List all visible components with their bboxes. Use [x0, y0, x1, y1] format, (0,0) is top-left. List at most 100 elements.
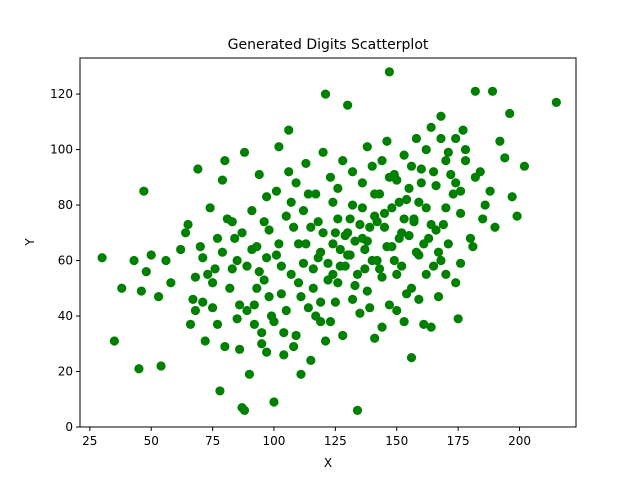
- scatter-point-82: [352, 405, 363, 415]
- scatter-point-20: [195, 242, 205, 252]
- scatter-point-206: [406, 161, 417, 171]
- scatter-point-13: [176, 244, 186, 255]
- scatter-point-169: [301, 239, 311, 249]
- scatter-point-213: [237, 228, 247, 238]
- scatter-point-217: [198, 253, 208, 263]
- scatter-point-222: [281, 305, 291, 316]
- scatter-point-232: [426, 219, 436, 230]
- scatter-point-259: [257, 328, 267, 338]
- scatter-point-32: [230, 233, 240, 243]
- scatter-point-161: [372, 217, 382, 227]
- scatter-point-164: [416, 178, 426, 188]
- scatter-point-244: [414, 197, 424, 207]
- scatter-point-248: [303, 189, 313, 199]
- x-tick-label-3: 100: [263, 434, 286, 448]
- scatter-point-162: [387, 203, 397, 213]
- scatter-point-16: [185, 319, 196, 329]
- scatter-point-240: [357, 203, 367, 213]
- scatter-point-148: [370, 333, 380, 343]
- scatter-point-246: [443, 147, 453, 157]
- scatter-point-228: [367, 255, 377, 266]
- scatter-point-88: [367, 161, 377, 171]
- scatter-point-145: [320, 336, 331, 346]
- scatter-point-2: [117, 283, 127, 293]
- scatter-point-131: [490, 222, 500, 232]
- scatter-point-195: [421, 269, 431, 280]
- scatter-point-106: [411, 133, 421, 144]
- scatter-point-202: [347, 167, 358, 177]
- scatter-point-137: [519, 161, 530, 171]
- x-axis: 25 50 75 100 125 150 175 200: [82, 427, 531, 448]
- scatter-point-242: [384, 172, 394, 182]
- scatter-point-0: [97, 253, 107, 263]
- scatter-point-207: [421, 144, 431, 155]
- scatter-point-144: [306, 355, 316, 366]
- scatter-point-179: [323, 258, 333, 268]
- scatter-point-34: [235, 344, 245, 354]
- scatter-point-84: [357, 178, 367, 188]
- scatter-point-167: [460, 156, 471, 166]
- y-tick-label-4: 80: [58, 198, 73, 212]
- scatter-point-71: [325, 172, 336, 182]
- scatter-point-158: [328, 197, 338, 207]
- scatter-point-156: [298, 205, 309, 216]
- scatter-point-9: [153, 292, 164, 302]
- scatter-point-188: [308, 264, 318, 274]
- scatter-point-5: [136, 286, 146, 296]
- y-tick-label-2: 40: [58, 309, 73, 323]
- scatter-point-78: [343, 100, 353, 110]
- scatter-point-28: [217, 175, 228, 185]
- scatter-point-115: [433, 292, 444, 302]
- scatter-point-223: [296, 292, 306, 302]
- y-tick-label-5: 100: [50, 143, 73, 157]
- scatter-point-155: [468, 242, 478, 252]
- scatter-point-231: [411, 247, 421, 257]
- scatter-point-33: [232, 314, 242, 324]
- scatter-point-48: [269, 397, 279, 407]
- scatter-point-252: [252, 283, 262, 293]
- scatter-point-92: [377, 322, 387, 332]
- scatter-point-11: [161, 255, 171, 266]
- scatter-point-239: [343, 250, 353, 260]
- scatter-point-1: [109, 336, 119, 346]
- scatter-point-247: [458, 125, 468, 135]
- scatter-point-193: [392, 305, 402, 316]
- scatter-point-230: [397, 261, 407, 271]
- x-tick-label-6: 175: [447, 434, 470, 448]
- scatter-point-38: [244, 369, 255, 379]
- scatter-point-50: [274, 142, 284, 152]
- scatter-point-120: [448, 189, 458, 199]
- scatter-point-110: [421, 203, 431, 213]
- scatter-point-187: [293, 278, 304, 288]
- scatter-point-44: [259, 275, 269, 285]
- scatter-point-146: [338, 330, 348, 341]
- scatter-point-123: [455, 208, 466, 218]
- scatter-point-205: [392, 175, 402, 185]
- scatter-point-51: [276, 289, 286, 299]
- scatter-point-189: [333, 278, 343, 288]
- scatter-point-198: [271, 186, 282, 196]
- scatter-point-201: [333, 183, 343, 193]
- scatter-point-216: [207, 278, 218, 288]
- scatter-point-192: [377, 272, 387, 282]
- scatter-point-63: [306, 222, 316, 232]
- points-layer: [97, 67, 561, 415]
- scatter-point-157: [313, 217, 323, 227]
- scatter-point-139: [239, 405, 250, 415]
- scatter-point-173: [360, 244, 370, 255]
- scatter-point-80: [347, 200, 358, 210]
- scatter-point-85: [360, 264, 370, 274]
- scatter-point-258: [220, 341, 230, 352]
- x-tick-label-7: 200: [508, 434, 531, 448]
- scatter-point-99: [394, 197, 404, 207]
- scatter-point-64: [308, 283, 318, 293]
- scatter-point-176: [404, 230, 414, 241]
- x-tick-label-5: 150: [385, 434, 408, 448]
- scatter-point-27: [215, 386, 225, 396]
- scatter-point-177: [419, 239, 429, 249]
- scatter-point-143: [291, 330, 301, 341]
- scatter-point-29: [220, 156, 230, 166]
- scatter-point-109: [419, 319, 429, 329]
- chart-title: Generated Digits Scatterplot: [228, 37, 429, 53]
- scatter-point-197: [451, 278, 461, 288]
